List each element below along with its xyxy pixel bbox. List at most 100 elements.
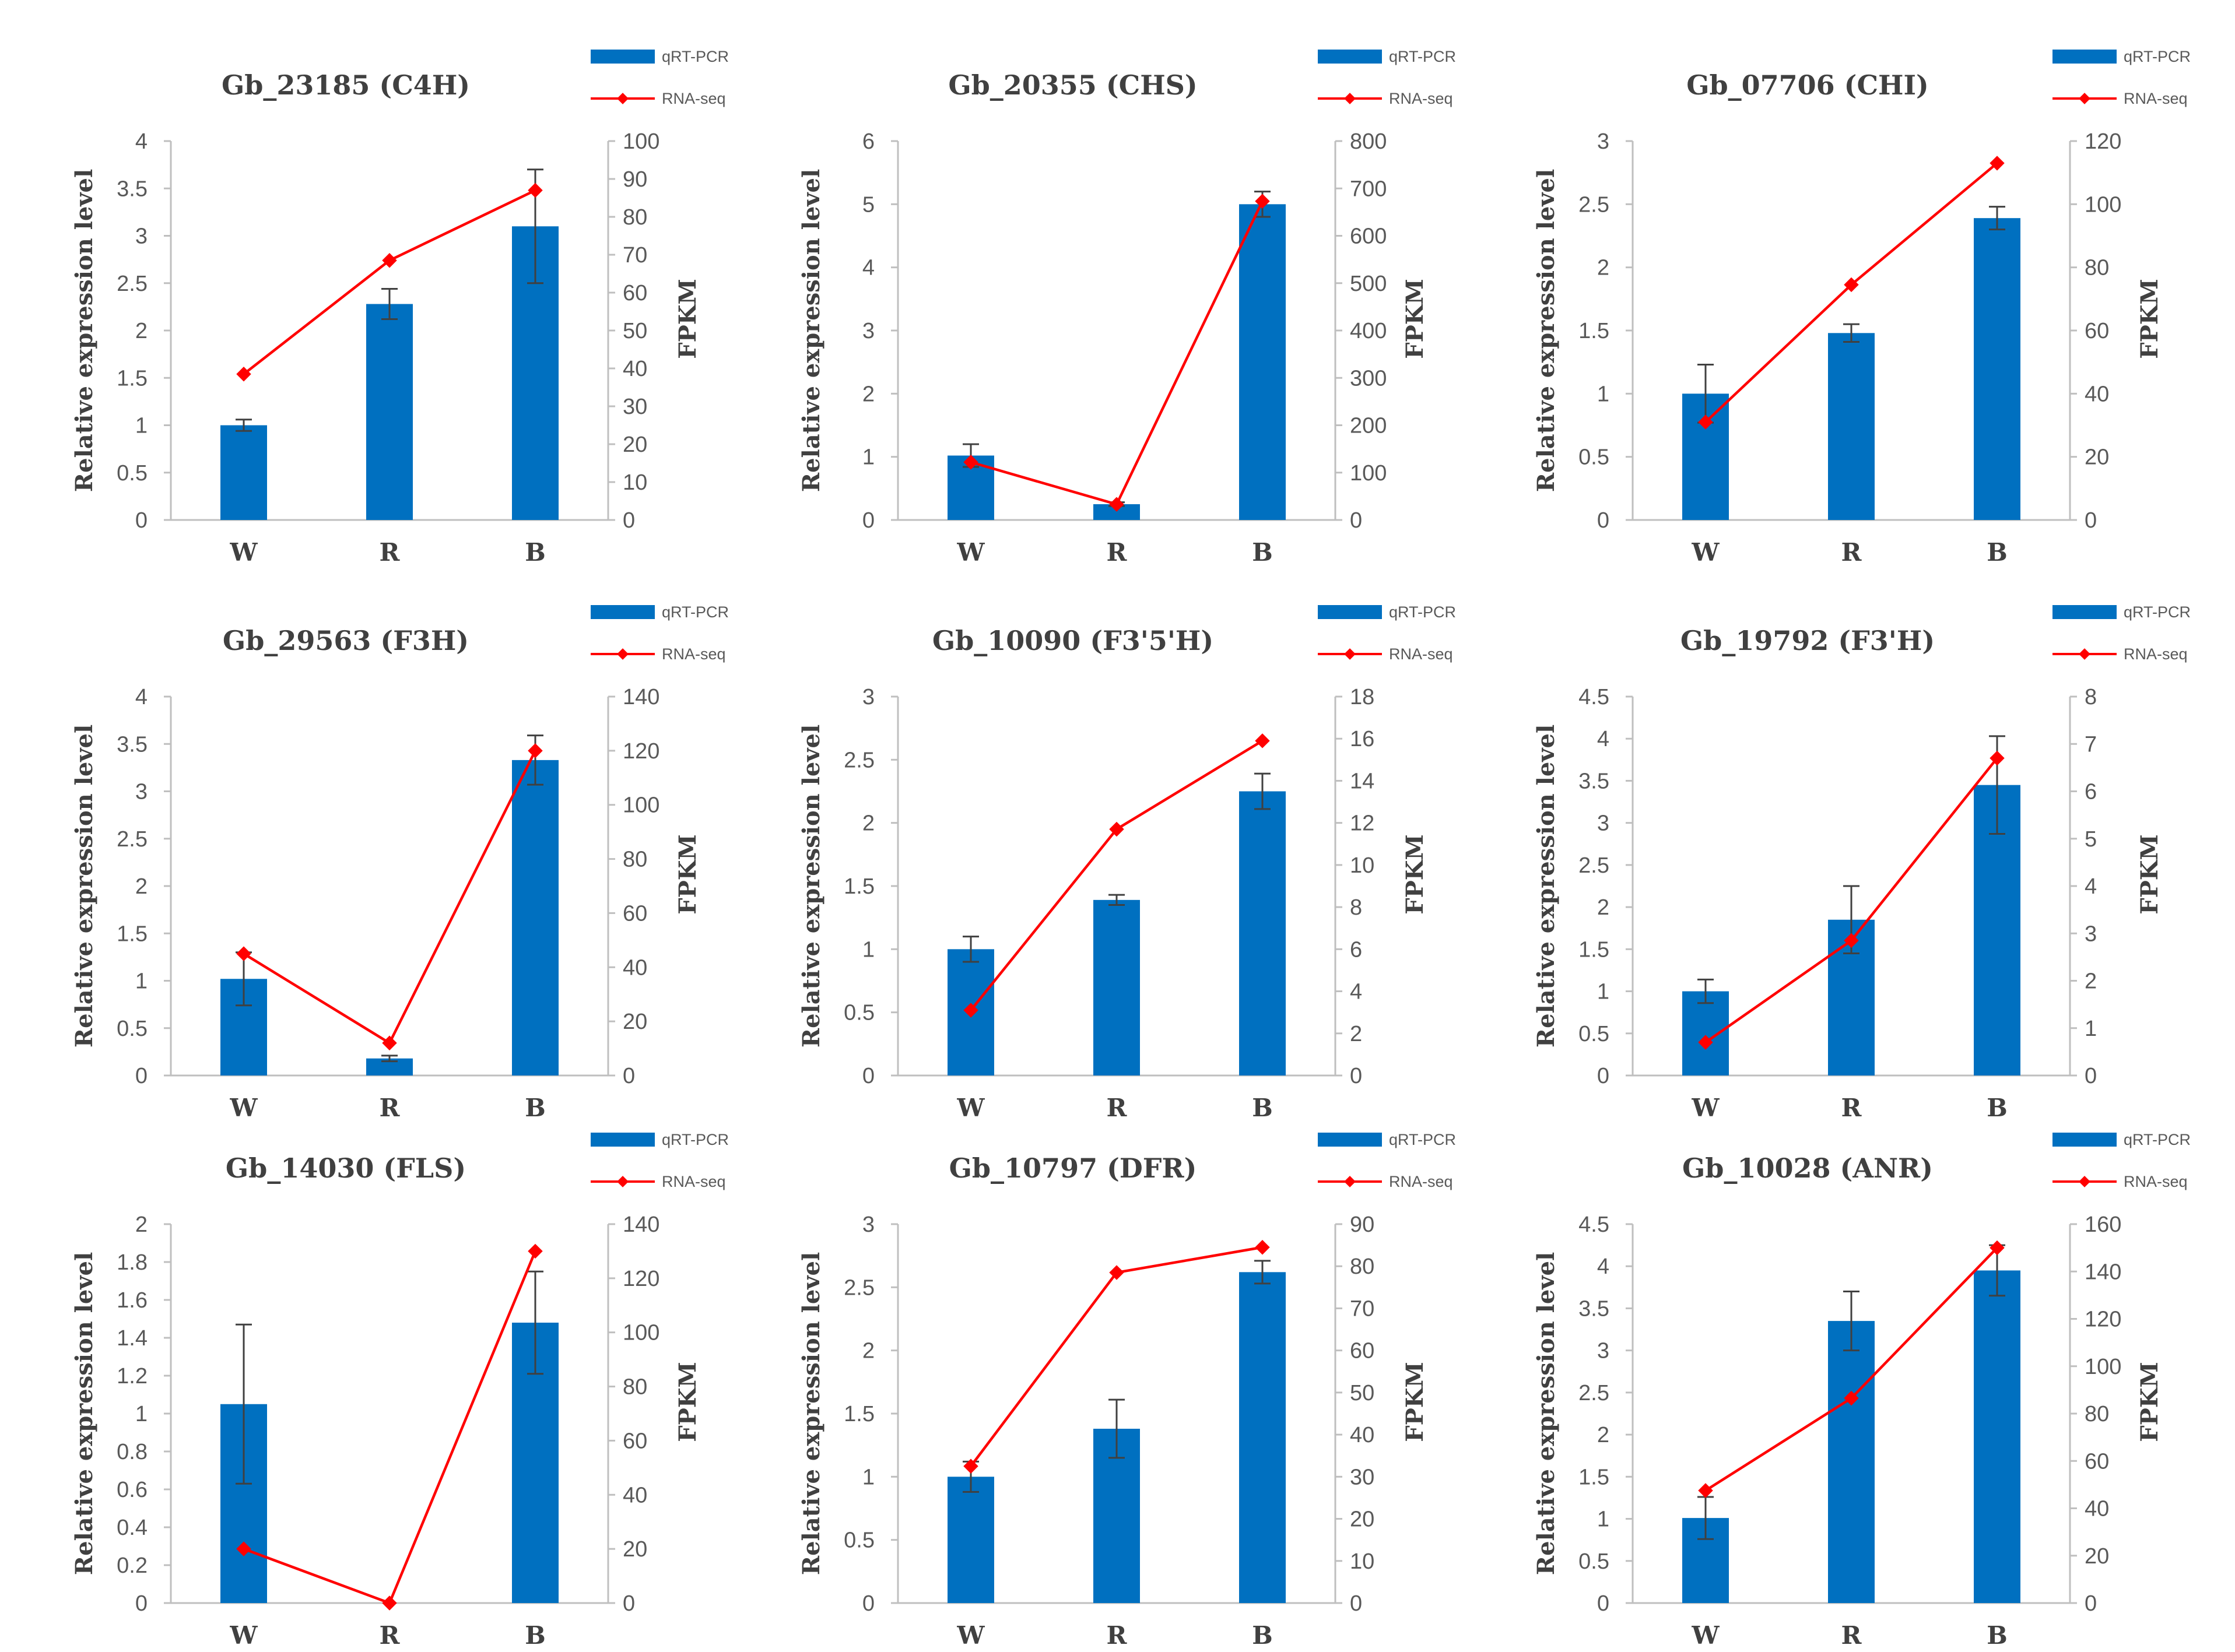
bar-r: [1828, 1321, 1875, 1603]
legend-bar-label: qRT-PCR: [662, 1131, 729, 1148]
y2-axis-label: FPKM: [674, 834, 701, 915]
left-tick-label: 2: [1597, 1423, 1609, 1447]
right-tick-label: 140: [623, 685, 659, 709]
rnaseq-marker: [382, 1035, 397, 1051]
right-tick-label: 0: [1350, 1064, 1362, 1088]
left-tick-label: 1.5: [844, 1402, 875, 1426]
right-tick-label: 100: [2085, 1355, 2121, 1379]
left-tick-label: 3.5: [1578, 1296, 1609, 1321]
chart-panel-7: Gb_14030 (FLS) 0 0.2 0.4 0.6 0.8 1 1.2 1.4 1.6 1.8…: [71, 1131, 729, 1650]
right-tick-label: 0: [2085, 1064, 2097, 1088]
left-tick-label: 1.5: [1578, 1465, 1609, 1489]
category-label: B: [1987, 1621, 2008, 1650]
y-axis-label: Relative expression level: [798, 1252, 825, 1575]
left-tick-label: 2: [135, 319, 148, 343]
left-tick-label: 5: [862, 192, 875, 217]
left-tick-label: 1: [862, 445, 875, 470]
rnaseq-marker: [1990, 1240, 2005, 1256]
left-tick-label: 2.5: [844, 1275, 875, 1300]
bar-r: [1093, 899, 1140, 1075]
left-tick-label: 0.5: [117, 461, 148, 486]
left-tick-label: 4.5: [1578, 685, 1609, 709]
right-tick-label: 70: [623, 243, 647, 268]
right-tick-label: 800: [1350, 129, 1387, 154]
legend-bar-swatch: [591, 1133, 655, 1147]
y2-axis-label: FPKM: [1401, 1362, 1429, 1442]
right-tick-label: 90: [623, 167, 647, 192]
right-tick-label: 50: [623, 319, 647, 343]
bar-r: [366, 304, 413, 520]
right-tick-label: 8: [1350, 895, 1362, 920]
right-tick-label: 60: [623, 281, 647, 305]
left-tick-label: 0.5: [844, 1528, 875, 1553]
legend-line-label: RNA-seq: [662, 1173, 726, 1190]
right-tick-label: 40: [2085, 382, 2109, 406]
chart-panel-2: Gb_20355 (CHS) 0 1 2 3 4 5 6 0 100 200 300 400 500 600…: [798, 48, 1456, 567]
chart-title: Gb_29563 (F3H): [223, 625, 469, 656]
right-tick-label: 0: [2085, 508, 2097, 533]
right-tick-label: 60: [2085, 1449, 2109, 1474]
rnaseq-marker: [528, 1243, 543, 1259]
right-tick-label: 200: [1350, 414, 1387, 438]
right-tick-label: 80: [1350, 1254, 1374, 1279]
chart-title: Gb_23185 (C4H): [222, 69, 470, 101]
legend-line-marker: [617, 1176, 629, 1187]
left-tick-label: 1.4: [117, 1326, 148, 1351]
legend-bar-swatch: [1318, 50, 1382, 64]
legend-line-label: RNA-seq: [662, 645, 726, 663]
category-label: B: [1252, 1094, 1273, 1122]
chart-title: Gb_20355 (CHS): [948, 69, 1197, 101]
category-label: R: [380, 538, 401, 567]
y2-axis-label: FPKM: [674, 279, 701, 359]
left-tick-label: 2.5: [117, 272, 148, 296]
right-tick-label: 80: [623, 848, 647, 872]
left-tick-label: 3: [1597, 1339, 1609, 1363]
left-tick-label: 0.5: [1578, 445, 1609, 470]
right-tick-label: 60: [1350, 1339, 1374, 1363]
right-tick-label: 400: [1350, 319, 1387, 343]
legend-bar-swatch: [1318, 1133, 1382, 1147]
category-label: W: [229, 1621, 258, 1650]
left-tick-label: 0.5: [1578, 1022, 1609, 1046]
left-tick-label: 2: [862, 382, 875, 406]
right-tick-label: 12: [1350, 811, 1374, 836]
legend-bar-label: qRT-PCR: [662, 48, 729, 65]
left-tick-label: 2: [862, 1339, 875, 1363]
right-tick-label: 0: [623, 1064, 635, 1088]
bar-b: [1974, 1270, 2020, 1603]
left-tick-label: 4: [862, 256, 875, 280]
category-label: W: [956, 538, 985, 567]
category-label: B: [1252, 538, 1273, 567]
legend-line-label: RNA-seq: [662, 90, 726, 107]
right-tick-label: 100: [623, 793, 659, 818]
left-tick-label: 1: [862, 1465, 875, 1489]
chart-panel-6: Gb_19792 (F3'H) 0 0.5 1 1.5 2 2.5 3 3.5 4 4.5 0 1 2 3 4…: [1532, 603, 2191, 1122]
chart-panel-1: Gb_23185 (C4H)00.511.522.533.54010203040…: [71, 48, 729, 567]
legend-line-marker: [1344, 93, 1356, 104]
left-tick-label: 0.5: [1578, 1549, 1609, 1574]
right-tick-label: 10: [1350, 853, 1374, 878]
left-tick-label: 2: [1597, 895, 1609, 920]
legend-line-marker: [1344, 1176, 1356, 1187]
y-axis-label: Relative expression level: [1532, 725, 1560, 1048]
y-axis-label: Relative expression level: [71, 725, 98, 1048]
rnaseq-marker: [1844, 1390, 1859, 1406]
category-label: B: [525, 1621, 546, 1650]
right-tick-label: 0: [1350, 508, 1362, 533]
bar-b: [1239, 204, 1286, 520]
rnaseq-marker: [236, 367, 251, 382]
bar-b: [512, 760, 559, 1075]
legend-bar-label: qRT-PCR: [2124, 48, 2191, 65]
rnaseq-marker: [382, 253, 397, 268]
category-label: R: [1107, 538, 1128, 567]
y-axis-label: Relative expression level: [71, 169, 98, 492]
right-tick-label: 20: [2085, 1544, 2109, 1569]
right-tick-label: 20: [623, 1010, 647, 1034]
left-tick-label: 1: [1597, 1507, 1609, 1532]
category-label: R: [1841, 538, 1862, 567]
legend-line-label: RNA-seq: [2124, 1173, 2188, 1190]
legend-line-label: RNA-seq: [1389, 645, 1453, 663]
category-label: R: [1107, 1621, 1128, 1650]
right-tick-label: 1: [2085, 1017, 2097, 1041]
